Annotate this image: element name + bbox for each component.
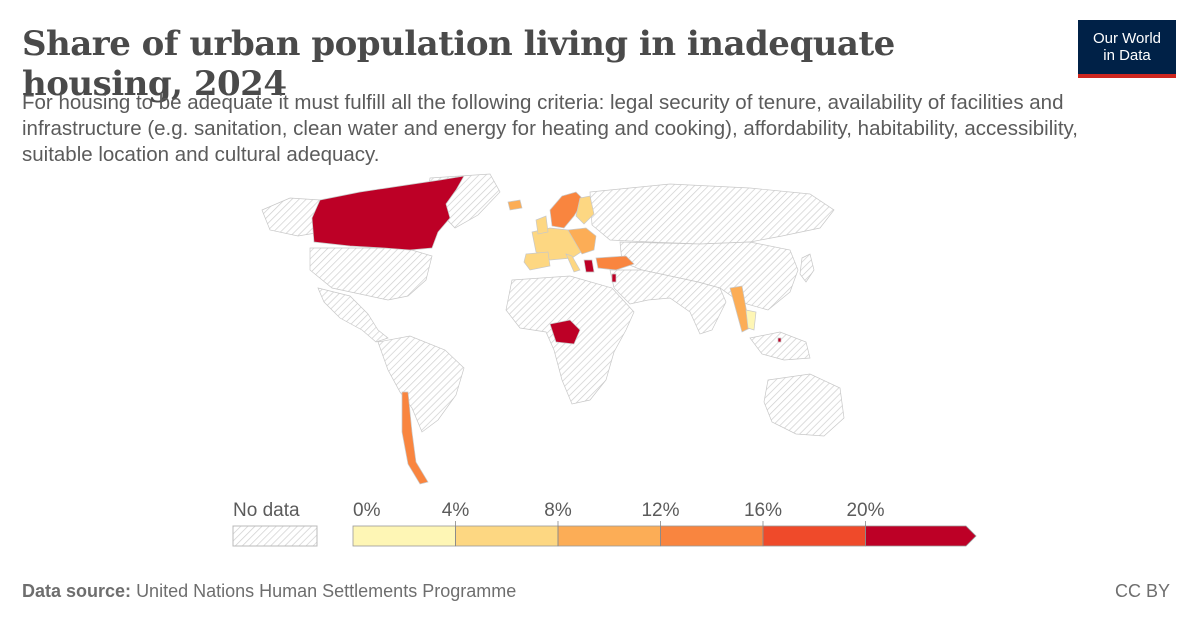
logo-line-2: in Data bbox=[1103, 47, 1151, 64]
japan-region[interactable] bbox=[799, 253, 815, 283]
iceland-region[interactable] bbox=[507, 199, 523, 211]
data-source-label: Data source: bbox=[22, 581, 132, 601]
turkey-region[interactable] bbox=[595, 255, 635, 271]
southeast-asia-islands-region[interactable] bbox=[749, 331, 811, 361]
legend-tick-label: 12% bbox=[641, 500, 679, 521]
iberia-region[interactable] bbox=[523, 251, 551, 271]
logo-line-1: Our World bbox=[1092, 30, 1162, 47]
data-source: Data source: United Nations Human Settle… bbox=[22, 581, 516, 602]
legend-swatch[interactable] bbox=[352, 525, 456, 547]
middle-east-india-region[interactable] bbox=[609, 269, 727, 335]
legend-swatch[interactable] bbox=[455, 525, 559, 547]
data-source-text[interactable]: United Nations Human Settlements Program… bbox=[136, 581, 517, 601]
legend-tick-label: 4% bbox=[442, 500, 470, 521]
no-data-label: No data bbox=[233, 500, 300, 521]
thailand-region[interactable] bbox=[745, 309, 757, 331]
map-legend: No data 0% 4% 8% 12% 16% 20% bbox=[232, 500, 977, 547]
russia-region[interactable] bbox=[589, 183, 835, 245]
legend-tick-label: 8% bbox=[544, 500, 572, 521]
owid-logo[interactable]: Our World in Data bbox=[1078, 20, 1176, 78]
australia-region[interactable] bbox=[763, 373, 845, 437]
chile-region[interactable] bbox=[401, 391, 429, 485]
no-data-swatch bbox=[232, 525, 318, 547]
legend-swatch[interactable] bbox=[762, 525, 866, 547]
chart-title: Share of urban population living in inad… bbox=[22, 24, 895, 104]
mexico-central-america-region[interactable] bbox=[317, 287, 389, 343]
canada-region[interactable] bbox=[311, 175, 465, 251]
legend-swatch[interactable] bbox=[557, 525, 661, 547]
legend-tick-label: 0% bbox=[353, 500, 381, 521]
greece-region[interactable] bbox=[583, 259, 595, 273]
south-america-north-region[interactable] bbox=[377, 335, 465, 433]
nigeria-region[interactable] bbox=[549, 319, 581, 345]
philippines-region[interactable] bbox=[777, 337, 782, 343]
license-label[interactable]: CC BY bbox=[1114, 581, 1170, 601]
legend-swatch[interactable] bbox=[865, 525, 977, 547]
legend-tick-label: 16% bbox=[744, 500, 782, 521]
legend-tick-label: 20% bbox=[846, 500, 884, 521]
world-map[interactable] bbox=[250, 170, 850, 490]
uk-ireland-region[interactable] bbox=[535, 215, 549, 235]
levant-region[interactable] bbox=[611, 273, 617, 283]
legend-swatch[interactable] bbox=[660, 525, 764, 547]
finland-region[interactable] bbox=[575, 195, 595, 225]
eastern-europe-region[interactable] bbox=[567, 227, 597, 255]
chart-subtitle: For housing to be adequate it must fulfi… bbox=[22, 91, 1078, 166]
united-states-region[interactable] bbox=[309, 247, 433, 301]
italy-region[interactable] bbox=[565, 253, 581, 273]
